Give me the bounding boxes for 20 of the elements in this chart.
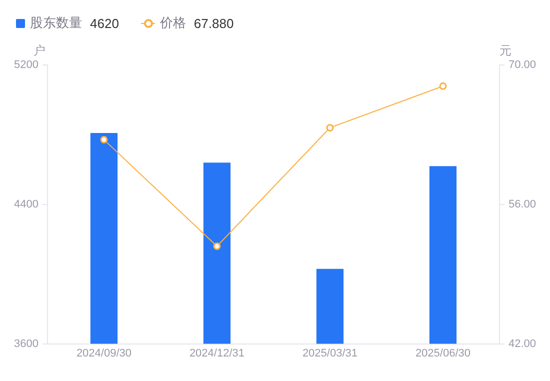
point	[213, 242, 221, 250]
x-tick-label: 2024/12/31	[189, 347, 245, 360]
text: 67.880	[194, 16, 234, 30]
point	[326, 124, 334, 132]
point	[439, 82, 447, 90]
text: 4620	[90, 16, 119, 30]
y2-tick-label: 56.00	[508, 198, 536, 210]
y-tick-label: 5200	[14, 59, 38, 72]
y2-tick-label: 42.00	[508, 338, 536, 350]
legend-label: 价格	[160, 14, 186, 32]
x-tick-label: 2025/06/30	[415, 347, 471, 360]
y-tick-label: 3600	[14, 338, 38, 350]
x-tick-label: 2025/03/31	[302, 347, 358, 360]
y2-tick-label: 70.00	[508, 59, 536, 72]
x-tick-label: 2024/09/30	[76, 347, 132, 360]
legend-label: 股东数量	[30, 14, 82, 32]
y-axis-title: 户	[33, 43, 46, 58]
point	[100, 136, 108, 144]
y2-axis-title: 元	[499, 43, 512, 58]
y-tick-label: 4400	[14, 198, 38, 210]
